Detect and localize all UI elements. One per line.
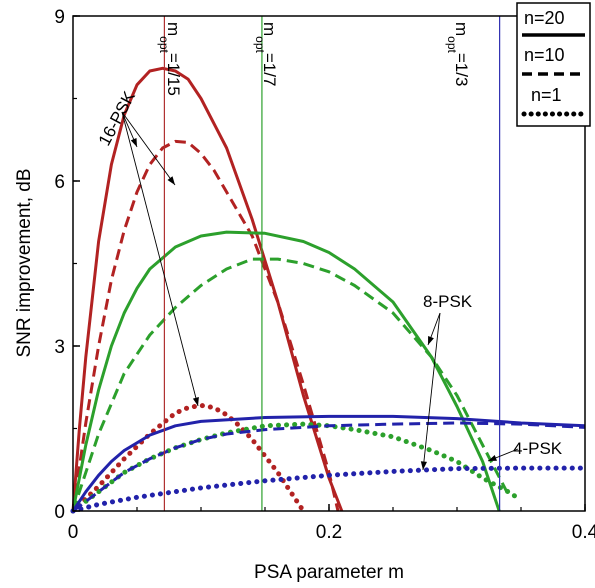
- x-tick-label: 0.4: [572, 522, 595, 543]
- legend-label-n1: n=1: [531, 85, 562, 105]
- y-tick-label: 6: [54, 172, 65, 193]
- arrow-16psk-n1-head: [192, 397, 199, 406]
- x-axis-label: PSA parameter m: [254, 562, 404, 583]
- x-tick-label: 0.2: [316, 522, 342, 543]
- legend: n=20 n=10 n=1: [516, 2, 591, 127]
- y-tick-label: 0: [54, 502, 65, 523]
- vline-label-1-7: mopt=1/7: [253, 22, 279, 86]
- annotation-4-psk: 4-PSK: [513, 439, 563, 458]
- vline-label-1-15: mopt=1/15: [157, 22, 183, 96]
- y-tick-label: 3: [54, 337, 65, 358]
- annotation-8-psk: 8-PSK: [423, 292, 473, 311]
- plot-lines: [70, 66, 588, 514]
- vline-label-1-3: mopt=1/3: [445, 22, 471, 86]
- annotation-arrows: [121, 111, 519, 471]
- x-tick-label: 0: [68, 522, 79, 543]
- arrow-8psk-n1-head: [420, 461, 427, 470]
- series-16-psk-n10: [71, 139, 340, 512]
- arrow-8psk-n20-head: [428, 336, 434, 345]
- svg-text:mopt=1/3: mopt=1/3: [445, 22, 471, 86]
- series-4-psk-n10: [72, 421, 586, 513]
- series-4-psk-n1: [70, 465, 588, 514]
- arrow-8psk-n1: [422, 312, 441, 471]
- legend-box: [516, 2, 591, 127]
- series-16-psk-n1: [70, 402, 306, 514]
- series-4-psk-n20: [71, 414, 586, 512]
- optimum-lines: [163, 16, 501, 511]
- arrow-4psk-head: [488, 455, 497, 461]
- svg-text:mopt=1/7: mopt=1/7: [253, 22, 279, 86]
- svg-text:mopt=1/15: mopt=1/15: [157, 22, 183, 96]
- arrow-16psk-n10: [121, 111, 176, 186]
- series-8-psk-n10: [71, 257, 510, 512]
- legend-label-n10: n=10: [524, 45, 565, 65]
- legend-label-n20: n=20: [524, 8, 565, 28]
- y-axis-label: SNR improvement, dB: [14, 168, 35, 357]
- arrow-16psk-n1: [121, 111, 199, 407]
- arrow-16psk-n10-head: [167, 176, 175, 185]
- arrow-16psk-n20-head: [130, 138, 137, 147]
- axis-ticks: 0 0.2 0.4 0 3 6 9: [54, 7, 595, 543]
- series-8-psk-n1: [70, 421, 524, 514]
- y-tick-label: 9: [54, 7, 65, 28]
